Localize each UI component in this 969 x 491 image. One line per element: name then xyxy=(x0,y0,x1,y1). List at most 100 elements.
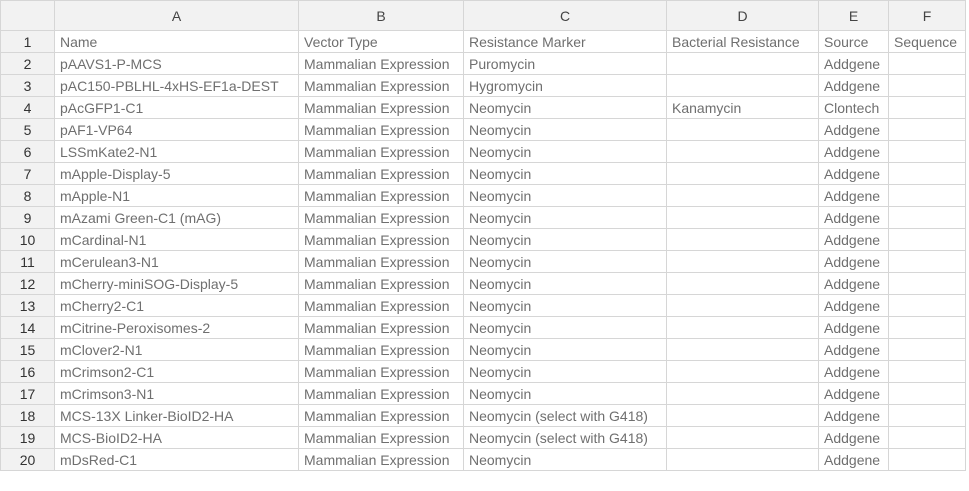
cell-c[interactable]: Neomycin (select with G418) xyxy=(463,404,667,427)
cell-b[interactable]: Mammalian Expression xyxy=(298,360,464,383)
cell-c[interactable]: Resistance Marker xyxy=(463,30,667,53)
row-header[interactable]: 4 xyxy=(0,96,55,119)
cell-d[interactable] xyxy=(666,118,819,141)
row-header[interactable]: 8 xyxy=(0,184,55,207)
cell-d[interactable] xyxy=(666,250,819,273)
cell-a[interactable]: mCardinal-N1 xyxy=(54,228,299,251)
cell-a[interactable]: pAcGFP1-C1 xyxy=(54,96,299,119)
cell-b[interactable]: Mammalian Expression xyxy=(298,426,464,449)
cell-d[interactable] xyxy=(666,206,819,229)
cell-d[interactable] xyxy=(666,294,819,317)
cell-a[interactable]: mCrimson3-N1 xyxy=(54,382,299,405)
row-header[interactable]: 13 xyxy=(0,294,55,317)
cell-d[interactable] xyxy=(666,338,819,361)
cell-f[interactable] xyxy=(888,118,966,141)
cell-e[interactable]: Addgene xyxy=(818,448,889,471)
column-header-f[interactable]: F xyxy=(888,0,966,31)
row-header[interactable]: 2 xyxy=(0,52,55,75)
cell-b[interactable]: Mammalian Expression xyxy=(298,228,464,251)
cell-c[interactable]: Neomycin xyxy=(463,250,667,273)
cell-e[interactable]: Clontech xyxy=(818,96,889,119)
cell-c[interactable]: Neomycin (select with G418) xyxy=(463,426,667,449)
cell-e[interactable]: Addgene xyxy=(818,294,889,317)
cell-c[interactable]: Neomycin xyxy=(463,96,667,119)
row-header[interactable]: 19 xyxy=(0,426,55,449)
cell-c[interactable]: Neomycin xyxy=(463,228,667,251)
select-all-corner[interactable] xyxy=(0,0,55,31)
cell-a[interactable]: mCerulean3-N1 xyxy=(54,250,299,273)
cell-a[interactable]: MCS-BioID2-HA xyxy=(54,426,299,449)
cell-f[interactable] xyxy=(888,250,966,273)
row-header[interactable]: 5 xyxy=(0,118,55,141)
row-header[interactable]: 3 xyxy=(0,74,55,97)
cell-c[interactable]: Neomycin xyxy=(463,140,667,163)
cell-f[interactable] xyxy=(888,96,966,119)
cell-a[interactable]: LSSmKate2-N1 xyxy=(54,140,299,163)
cell-a[interactable]: mCrimson2-C1 xyxy=(54,360,299,383)
cell-d[interactable]: Bacterial Resistance xyxy=(666,30,819,53)
row-header[interactable]: 17 xyxy=(0,382,55,405)
column-header-b[interactable]: B xyxy=(298,0,464,31)
cell-c[interactable]: Neomycin xyxy=(463,448,667,471)
cell-a[interactable]: mCherry-miniSOG-Display-5 xyxy=(54,272,299,295)
cell-f[interactable] xyxy=(888,206,966,229)
cell-d[interactable] xyxy=(666,404,819,427)
cell-d[interactable] xyxy=(666,382,819,405)
cell-f[interactable] xyxy=(888,404,966,427)
row-header[interactable]: 7 xyxy=(0,162,55,185)
cell-c[interactable]: Neomycin xyxy=(463,316,667,339)
cell-d[interactable] xyxy=(666,272,819,295)
cell-c[interactable]: Puromycin xyxy=(463,52,667,75)
row-header[interactable]: 20 xyxy=(0,448,55,471)
cell-d[interactable] xyxy=(666,184,819,207)
cell-e[interactable]: Addgene xyxy=(818,316,889,339)
cell-c[interactable]: Neomycin xyxy=(463,338,667,361)
column-header-c[interactable]: C xyxy=(463,0,667,31)
row-header[interactable]: 9 xyxy=(0,206,55,229)
cell-b[interactable]: Mammalian Expression xyxy=(298,52,464,75)
cell-c[interactable]: Neomycin xyxy=(463,360,667,383)
row-header[interactable]: 15 xyxy=(0,338,55,361)
cell-f[interactable] xyxy=(888,74,966,97)
cell-b[interactable]: Mammalian Expression xyxy=(298,206,464,229)
cell-d[interactable] xyxy=(666,52,819,75)
cell-f[interactable] xyxy=(888,448,966,471)
cell-f[interactable] xyxy=(888,316,966,339)
cell-a[interactable]: mApple-N1 xyxy=(54,184,299,207)
cell-b[interactable]: Mammalian Expression xyxy=(298,118,464,141)
cell-a[interactable]: mCherry2-C1 xyxy=(54,294,299,317)
cell-a[interactable]: mDsRed-C1 xyxy=(54,448,299,471)
cell-d[interactable] xyxy=(666,360,819,383)
cell-e[interactable]: Addgene xyxy=(818,184,889,207)
cell-b[interactable]: Mammalian Expression xyxy=(298,272,464,295)
cell-b[interactable]: Vector Type xyxy=(298,30,464,53)
cell-a[interactable]: MCS-13X Linker-BioID2-HA xyxy=(54,404,299,427)
cell-b[interactable]: Mammalian Expression xyxy=(298,448,464,471)
cell-f[interactable] xyxy=(888,228,966,251)
cell-b[interactable]: Mammalian Expression xyxy=(298,338,464,361)
cell-f[interactable] xyxy=(888,360,966,383)
cell-c[interactable]: Neomycin xyxy=(463,118,667,141)
cell-a[interactable]: mClover2-N1 xyxy=(54,338,299,361)
cell-f[interactable] xyxy=(888,294,966,317)
cell-b[interactable]: Mammalian Expression xyxy=(298,140,464,163)
cell-e[interactable]: Addgene xyxy=(818,162,889,185)
row-header[interactable]: 14 xyxy=(0,316,55,339)
cell-e[interactable]: Addgene xyxy=(818,140,889,163)
row-header[interactable]: 18 xyxy=(0,404,55,427)
cell-f[interactable] xyxy=(888,426,966,449)
column-header-a[interactable]: A xyxy=(54,0,299,31)
cell-f[interactable] xyxy=(888,338,966,361)
cell-b[interactable]: Mammalian Expression xyxy=(298,162,464,185)
cell-e[interactable]: Addgene xyxy=(818,52,889,75)
cell-a[interactable]: mAzami Green-C1 (mAG) xyxy=(54,206,299,229)
row-header[interactable]: 11 xyxy=(0,250,55,273)
cell-f[interactable] xyxy=(888,184,966,207)
cell-b[interactable]: Mammalian Expression xyxy=(298,316,464,339)
cell-b[interactable]: Mammalian Expression xyxy=(298,96,464,119)
cell-f[interactable]: Sequence xyxy=(888,30,966,53)
cell-e[interactable]: Addgene xyxy=(818,404,889,427)
cell-e[interactable]: Addgene xyxy=(818,338,889,361)
cell-c[interactable]: Neomycin xyxy=(463,206,667,229)
cell-c[interactable]: Neomycin xyxy=(463,294,667,317)
